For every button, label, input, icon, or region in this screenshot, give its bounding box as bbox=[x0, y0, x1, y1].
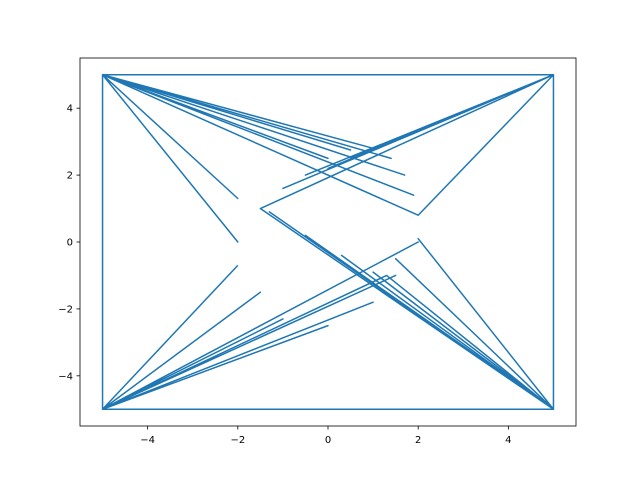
y-tick-label: −2 bbox=[58, 304, 73, 315]
y-tick-label: −4 bbox=[58, 371, 73, 382]
y-tick-label: 4 bbox=[67, 104, 73, 115]
x-tick-label: 4 bbox=[505, 435, 511, 446]
x-tick-label: −2 bbox=[230, 435, 245, 446]
y-tick-label: 0 bbox=[67, 238, 73, 249]
x-tick-label: 0 bbox=[325, 435, 331, 446]
x-tick-label: 2 bbox=[415, 435, 421, 446]
data-line bbox=[101, 73, 555, 411]
x-tick-label: −4 bbox=[140, 435, 155, 446]
y-tick-label: 2 bbox=[67, 171, 73, 182]
